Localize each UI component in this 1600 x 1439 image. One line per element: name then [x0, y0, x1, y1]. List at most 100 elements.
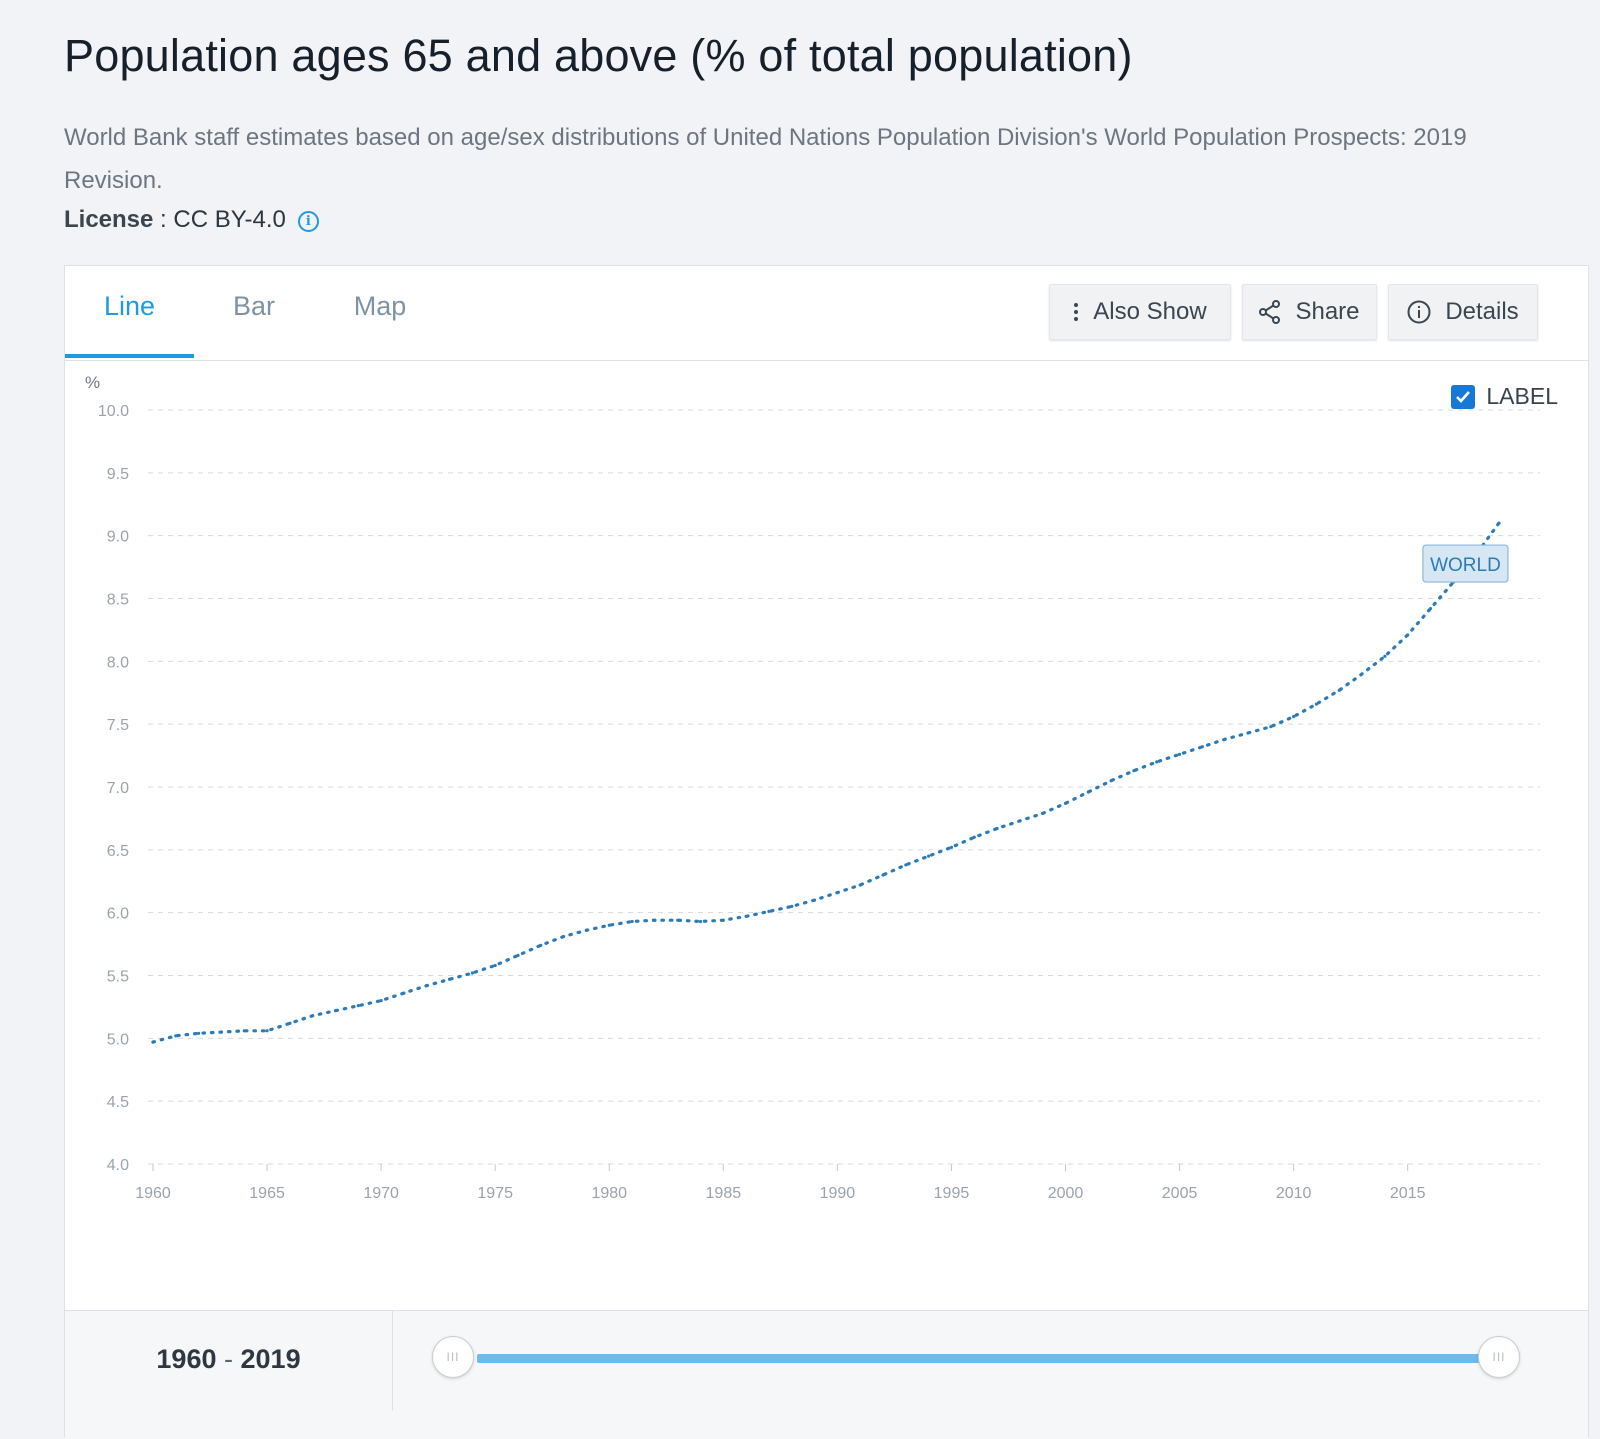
data-point [242, 1029, 246, 1033]
license-separator: : [153, 206, 174, 233]
data-point [493, 963, 497, 968]
label-toggle[interactable]: LABEL [1451, 383, 1558, 410]
source-note: World Bank staff estimates based on age/… [64, 124, 1467, 194]
data-point [1155, 760, 1159, 764]
data-point [1314, 702, 1319, 706]
data-point [1246, 731, 1250, 735]
x-tick-label: 1960 [135, 1185, 171, 1202]
series-line-world [151, 521, 1501, 1044]
y-tick-label: 6.5 [107, 843, 129, 860]
data-point [790, 904, 794, 908]
info-circle-icon [1407, 300, 1431, 324]
y-tick-label: 5.5 [107, 969, 129, 986]
data-point [630, 919, 634, 924]
data-point [1041, 811, 1045, 815]
chart-card: Line Bar Map Also Show Share Details [64, 265, 1589, 1439]
x-tick-label: 1965 [249, 1185, 285, 1202]
data-point [698, 919, 703, 924]
tab-map[interactable]: Map [353, 291, 407, 321]
data-point [812, 898, 817, 902]
details-label: Details [1445, 298, 1519, 325]
also-show-button[interactable]: Also Show [1049, 284, 1231, 340]
data-point [1337, 688, 1341, 692]
data-point [425, 983, 429, 988]
data-point [356, 1004, 360, 1008]
data-point [311, 1014, 315, 1018]
data-point [904, 863, 908, 867]
data-point [174, 1034, 178, 1038]
view-tabs: Line Bar Map Also Show Share Details [65, 266, 1588, 361]
x-tick-label: 1990 [820, 1185, 856, 1202]
data-point [721, 918, 725, 922]
checkmark-icon [1456, 390, 1471, 403]
y-tick-label: 7.0 [107, 780, 129, 797]
x-tick-label: 1995 [934, 1185, 970, 1202]
series-label-box [1422, 544, 1509, 583]
data-point [539, 943, 543, 947]
x-tick-label: 1970 [363, 1185, 399, 1202]
y-tick-label: 5.0 [107, 1031, 129, 1048]
data-point [767, 909, 771, 914]
data-point [995, 826, 999, 831]
range-start: 1960 [156, 1344, 217, 1374]
range-readout: 1960 - 2019 [65, 1311, 393, 1411]
y-tick-label: 10.0 [98, 403, 129, 420]
data-point [470, 971, 474, 975]
data-point [1428, 606, 1433, 611]
label-checkbox[interactable] [1451, 384, 1476, 409]
x-tick-label: 1975 [477, 1185, 513, 1202]
y-tick-label: 4.5 [107, 1094, 129, 1111]
range-end-handle[interactable]: III [1478, 1336, 1520, 1378]
page-title: Population ages 65 and above (% of total… [64, 30, 1133, 81]
data-point [1497, 521, 1501, 525]
data-point [653, 918, 657, 922]
data-point [1360, 672, 1364, 676]
also-show-label: Also Show [1093, 298, 1207, 325]
data-point [197, 1031, 201, 1035]
details-button[interactable]: Details [1388, 284, 1538, 340]
line-chart: % 4.0 4.5 5.0 5.5 6.0 6.5 7.0 7.5 8.0 8.5 9.0 9.5 10.… [85, 373, 1540, 1202]
data-point [949, 845, 954, 849]
label-toggle-text: LABEL [1486, 383, 1558, 409]
share-icon [1259, 300, 1281, 324]
data-point [676, 918, 680, 922]
data-point [1200, 745, 1204, 749]
data-point [972, 835, 976, 839]
range-slider-track[interactable] [477, 1354, 1484, 1363]
data-point [151, 1040, 155, 1044]
license-label: License [64, 206, 154, 233]
y-tick-label: 9.0 [107, 529, 129, 546]
data-point [1177, 752, 1182, 756]
chart-area: LABEL % 4.0 4.5 5.0 5.5 6.0 6.5 7.0 7.5 8.0 8.5 9.0… [65, 361, 1588, 1306]
y-tick-label: 6.0 [107, 906, 129, 923]
data-point [333, 1009, 338, 1013]
data-point [1269, 725, 1273, 729]
share-button[interactable]: Share [1242, 284, 1377, 340]
data-point [1292, 715, 1296, 719]
x-tick-label: 1985 [706, 1185, 742, 1202]
data-point [1018, 819, 1022, 823]
share-label: Share [1295, 298, 1360, 325]
range-start-handle[interactable]: III [432, 1336, 474, 1378]
range-end: 2019 [240, 1344, 301, 1374]
data-point [607, 923, 611, 927]
y-tick-label: 8.5 [107, 592, 129, 609]
info-icon[interactable]: i [297, 211, 319, 232]
y-tick-label: 4.0 [107, 1157, 129, 1174]
more-vertical-icon [1073, 302, 1079, 322]
range-separator: - [224, 1344, 233, 1374]
license-line: License : CC BY-4.0 i [64, 206, 319, 234]
data-point [447, 977, 452, 981]
data-point [1086, 790, 1090, 794]
tab-line[interactable]: Line [65, 266, 194, 358]
x-tick-label: 2000 [1048, 1185, 1084, 1202]
data-point [1132, 769, 1136, 773]
tab-bar[interactable]: Bar [232, 291, 276, 321]
data-point [219, 1030, 224, 1034]
x-tick-label: 1980 [591, 1185, 627, 1202]
y-tick-label: 8.0 [107, 654, 129, 671]
y-tick-label: 7.5 [107, 717, 129, 734]
data-point [881, 873, 885, 877]
y-axis-unit-label: % [85, 373, 100, 392]
data-point [584, 928, 589, 932]
